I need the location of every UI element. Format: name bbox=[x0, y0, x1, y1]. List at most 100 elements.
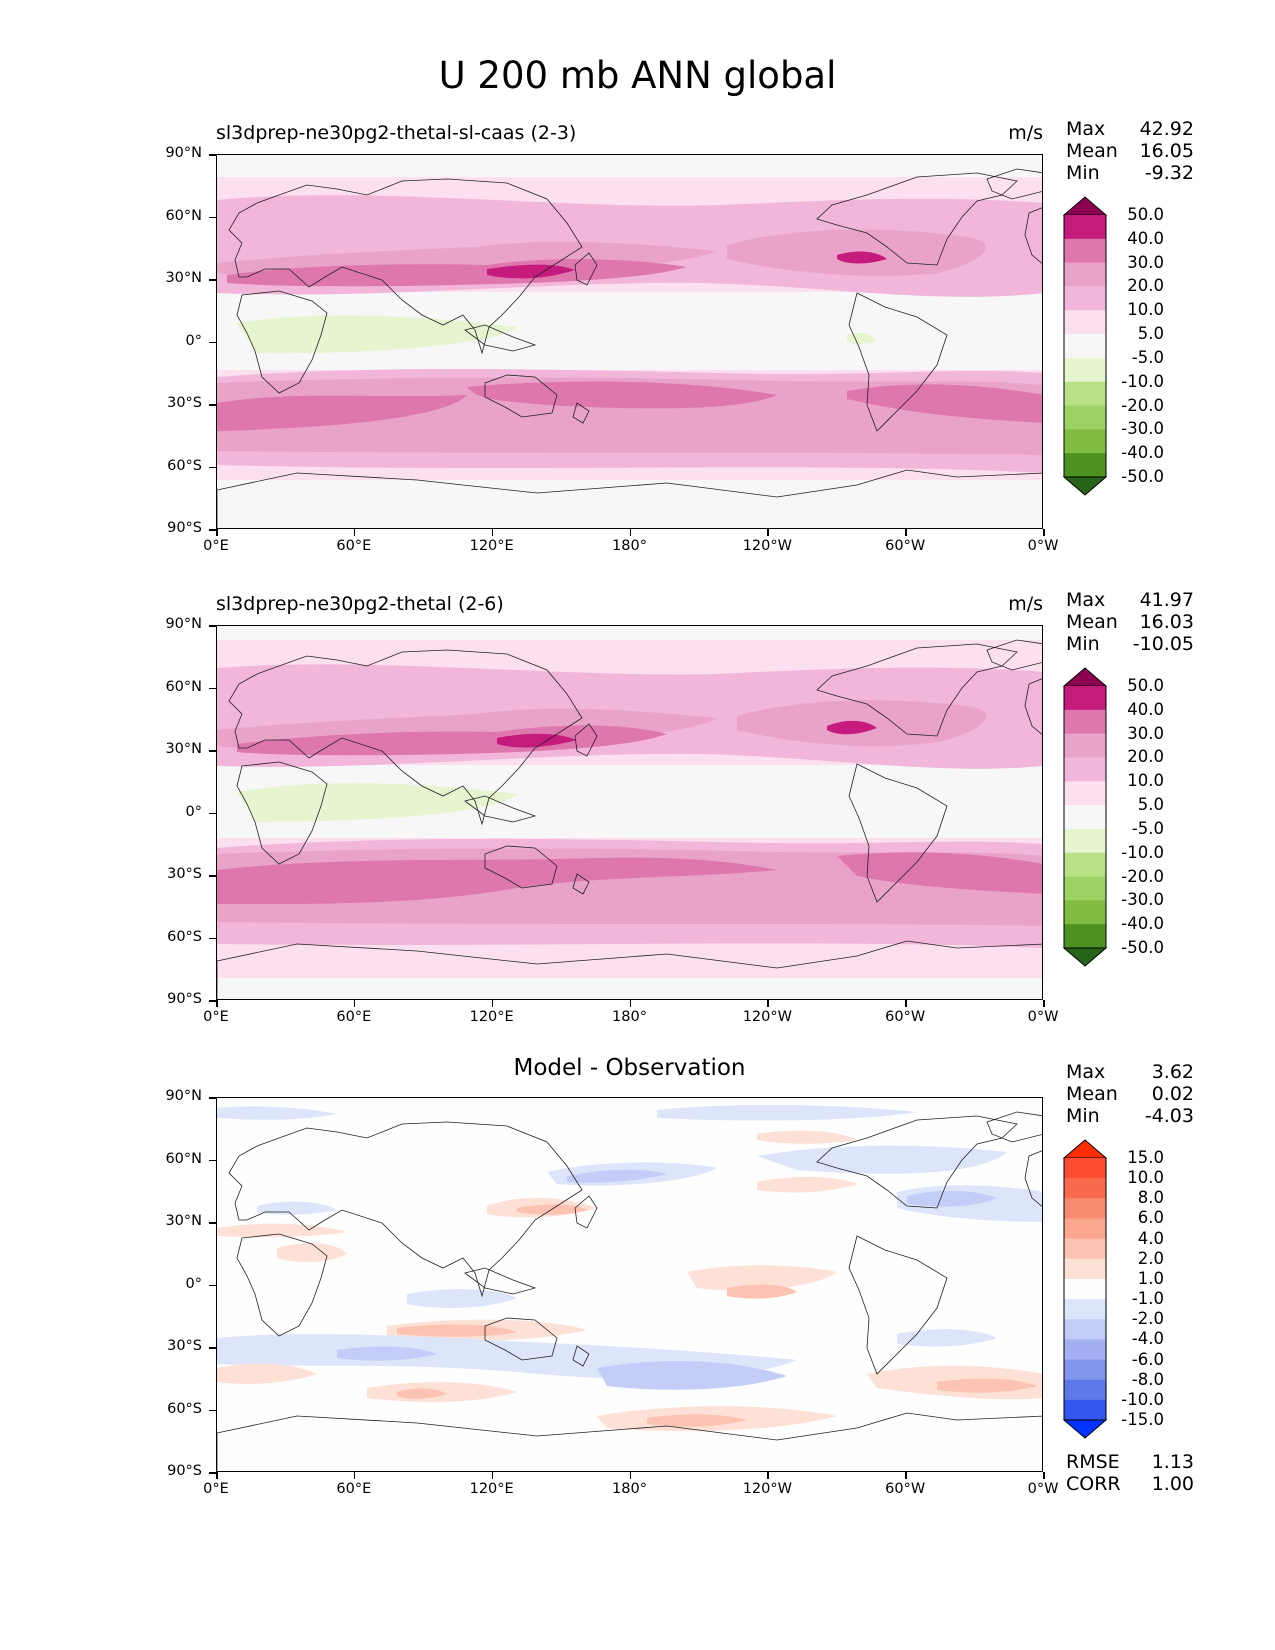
colorbar-tick-label: -15.0 bbox=[1121, 1410, 1164, 1429]
colorbar-ticks: 50.0 40.0 30.0 20.0 10.0 5.0 -5.0 -10.0 -20.0 -30… bbox=[1108, 196, 1164, 494]
coastline bbox=[484, 1317, 558, 1361]
lon-tick-mark bbox=[216, 1000, 218, 1007]
coastline bbox=[484, 845, 558, 889]
coastline bbox=[816, 643, 1018, 737]
coastline bbox=[228, 1121, 583, 1298]
lat-tick-label: 90°N bbox=[165, 145, 202, 161]
lat-tick-mark bbox=[209, 1097, 216, 1099]
lat-tick-label: 90°S bbox=[167, 1463, 202, 1479]
colorbar-tick-label: -50.0 bbox=[1121, 467, 1164, 486]
lat-tick-label: 90°N bbox=[165, 1088, 202, 1104]
lat-tick-label: 30°N bbox=[165, 1213, 202, 1229]
lon-tick-mark bbox=[905, 529, 907, 536]
coastline bbox=[228, 649, 583, 826]
stat-label: Max bbox=[1066, 589, 1106, 611]
lat-tick-mark bbox=[209, 875, 216, 877]
lon-tick-mark bbox=[1043, 529, 1045, 536]
contour-band bbox=[487, 264, 575, 279]
lat-tick-label: 30°N bbox=[165, 741, 202, 757]
contour-band bbox=[217, 1363, 317, 1384]
coastline bbox=[572, 1345, 590, 1367]
colorbar-wrap bbox=[1062, 1139, 1108, 1439]
stat-label: RMSE bbox=[1066, 1451, 1120, 1473]
contour-band bbox=[757, 1145, 1007, 1174]
contour-band bbox=[907, 1190, 997, 1207]
colorbar-ticks: 15.0 10.0 8.0 6.0 4.0 2.0 1.0 -1.0 -2.0 -4.0 -6.0-… bbox=[1108, 1139, 1164, 1437]
lat-tick-label: 30°S bbox=[167, 1338, 202, 1354]
lat-tick-mark bbox=[209, 216, 216, 218]
panel-subtitle: Model - Observation bbox=[513, 1055, 746, 1081]
colorbar-tick-label: 50.0 bbox=[1127, 205, 1164, 224]
colorbar-tick-label: -10.0 bbox=[1121, 842, 1164, 862]
contour-band bbox=[687, 1265, 837, 1291]
lon-tick-mark bbox=[767, 1000, 769, 1007]
lat-tick-label: 30°S bbox=[167, 866, 202, 882]
colorbar-tick-label: -40.0 bbox=[1121, 443, 1164, 463]
colorbar-tick-label: -5.0 bbox=[1131, 818, 1164, 838]
contour-band bbox=[407, 1289, 517, 1308]
stat-max: Max 41.97 bbox=[1066, 589, 1194, 611]
contour-band bbox=[757, 1130, 857, 1144]
map-frame bbox=[216, 1097, 1043, 1472]
colorbar-tick-label: -50.0 bbox=[1121, 938, 1164, 957]
colorbar-tick-label: 2.0 bbox=[1137, 1248, 1164, 1268]
colorbar-tick-label: -8.0 bbox=[1131, 1369, 1164, 1389]
colorbar-tick-label: -5.0 bbox=[1131, 347, 1164, 367]
coastline bbox=[572, 402, 590, 424]
colorbar-tick-label: -10.0 bbox=[1121, 1389, 1164, 1409]
stat-value: 16.05 bbox=[1139, 140, 1194, 162]
lon-tick-mark bbox=[629, 1472, 631, 1479]
coastline bbox=[217, 940, 1042, 999]
coastline bbox=[464, 1267, 537, 1295]
colorbar-ticks: 50.0 40.0 30.0 20.0 10.0 5.0 -5.0 -10.0 -20.0 -30… bbox=[1108, 667, 1164, 965]
lon-tick-mark bbox=[767, 529, 769, 536]
contour-band bbox=[217, 399, 447, 431]
coastline bbox=[848, 292, 948, 432]
coastline bbox=[816, 172, 1018, 266]
lon-tick-label: 60°E bbox=[336, 538, 372, 554]
lon-tick-mark bbox=[629, 1000, 631, 1007]
lat-tick-label: 60°S bbox=[167, 928, 202, 945]
map-frame bbox=[216, 625, 1043, 1000]
stat-label: Mean bbox=[1066, 1083, 1118, 1105]
coastline bbox=[574, 723, 598, 757]
lon-tick-mark bbox=[353, 1000, 356, 1007]
lon-tick-label: 120°W bbox=[742, 1481, 792, 1497]
colorbar-tick-label: 40.0 bbox=[1127, 228, 1164, 248]
colorbar-wrap bbox=[1062, 667, 1108, 967]
lat-tick-label: 60°N bbox=[165, 207, 202, 224]
lon-tick-mark bbox=[216, 529, 218, 536]
coastline bbox=[236, 761, 328, 865]
coastline bbox=[848, 1235, 948, 1375]
lon-tick-mark bbox=[491, 1000, 494, 1007]
stat-value: -9.32 bbox=[1144, 162, 1194, 184]
colorbar-tick-label: -40.0 bbox=[1121, 914, 1164, 934]
colorbar bbox=[1062, 196, 1108, 496]
stat-min: Min -10.05 bbox=[1066, 633, 1194, 655]
lat-tick-mark bbox=[209, 1000, 216, 1002]
lon-tick-label: 0°E bbox=[203, 1481, 229, 1497]
lon-tick-mark bbox=[1043, 1472, 1045, 1479]
lat-tick-label: 30°S bbox=[167, 395, 202, 411]
lat-tick-label: 0° bbox=[185, 803, 202, 820]
lat-tick-label: 90°N bbox=[165, 616, 202, 632]
stat-value: 0.02 bbox=[1151, 1083, 1194, 1105]
contour-band bbox=[837, 251, 887, 264]
lat-tick-mark bbox=[209, 466, 216, 468]
contour-map bbox=[217, 155, 1042, 528]
stat-max: Max 3.62 bbox=[1066, 1061, 1194, 1083]
stat-label: Min bbox=[1066, 633, 1100, 655]
coastline bbox=[1024, 207, 1042, 264]
lon-tick-label: 60°W bbox=[885, 538, 926, 554]
units-label: m/s bbox=[1008, 593, 1043, 615]
coastline bbox=[986, 168, 1042, 200]
contour-band bbox=[837, 852, 1042, 894]
colorbar bbox=[1062, 1139, 1108, 1439]
coastline bbox=[1024, 678, 1042, 735]
contour-band bbox=[467, 381, 777, 409]
coastline bbox=[464, 324, 537, 352]
lon-tick-label: 120°W bbox=[742, 538, 792, 554]
colorbar-tick-label: 6.0 bbox=[1137, 1208, 1164, 1228]
lon-tick-label: 120°W bbox=[742, 1009, 792, 1025]
contour-band bbox=[827, 720, 877, 735]
